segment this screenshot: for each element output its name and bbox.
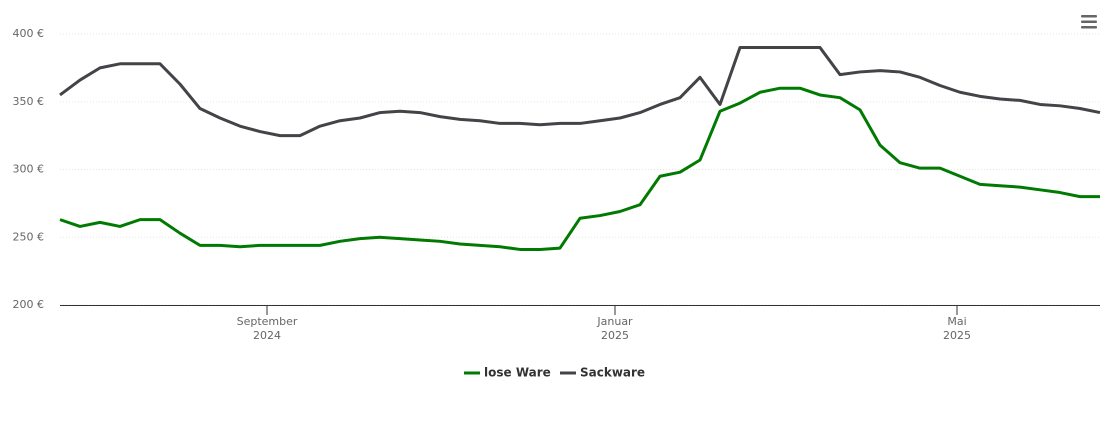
legend: lose Ware Sackware (464, 366, 645, 380)
legend-label[interactable]: Sackware (580, 366, 645, 380)
legend-item[interactable]: lose Ware (464, 366, 551, 380)
series-line (59, 86, 1100, 251)
x-tick-label: September 2024 (236, 315, 298, 342)
series-line (59, 46, 1101, 138)
menu-icon[interactable] (1081, 15, 1097, 29)
x-tick-label: Januar 2025 (597, 315, 633, 342)
y-tick-label: 200 € (13, 298, 45, 311)
legend-label[interactable]: lose Ware (484, 366, 551, 380)
legend-item[interactable]: Sackware (560, 366, 645, 380)
y-tick-label: 250 € (13, 230, 45, 243)
y-tick-label: 300 € (13, 163, 45, 176)
x-tick-label: Mai 2025 (943, 315, 971, 342)
y-tick-label: 400 € (13, 27, 45, 40)
y-tick-label: 350 € (13, 95, 45, 108)
